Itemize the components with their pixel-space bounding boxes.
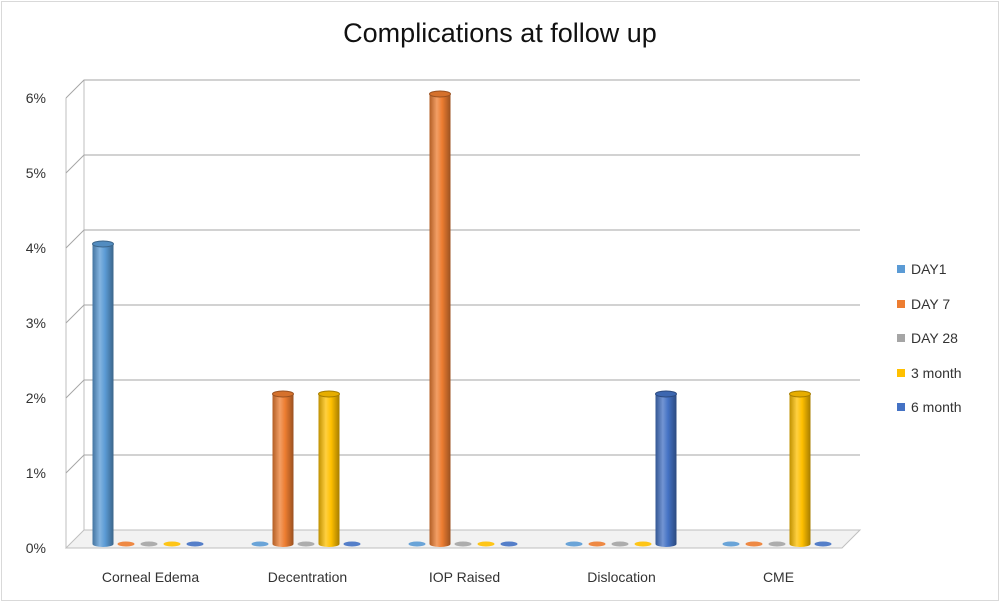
legend-label: DAY 7 <box>911 295 951 312</box>
zero-bar-disc <box>500 541 518 547</box>
legend-swatch <box>897 403 905 412</box>
bar <box>92 244 114 547</box>
y-tick-label: 5% <box>26 165 46 181</box>
bar <box>655 394 677 547</box>
legend-label: 6 month <box>911 399 962 416</box>
bar-top <box>272 390 294 398</box>
bar <box>429 94 451 547</box>
zero-bar-disc <box>611 541 629 547</box>
x-tick-label: Dislocation <box>587 569 655 585</box>
y-tick-label: 0% <box>26 540 46 556</box>
zero-bar-disc <box>768 541 786 547</box>
bar <box>318 394 340 547</box>
chart-title: Complications at follow up <box>343 18 657 48</box>
zero-bar-disc <box>343 541 361 547</box>
zero-bar-disc <box>251 541 269 547</box>
zero-bar-disc <box>745 541 763 547</box>
zero-bar-disc <box>117 541 135 547</box>
x-tick-label: Corneal Edema <box>102 569 199 585</box>
legend-item: DAY 28 <box>897 321 962 356</box>
legend-swatch <box>897 299 905 308</box>
gridline <box>65 304 860 324</box>
zero-bar-disc <box>565 541 583 547</box>
gridline <box>65 229 860 249</box>
zero-bar-disc <box>297 541 315 547</box>
x-tick-label: IOP Raised <box>429 569 500 585</box>
legend-label: DAY 28 <box>911 330 958 347</box>
bar-top <box>789 390 811 398</box>
legend-item: DAY 7 <box>897 287 962 322</box>
gridline <box>65 454 860 474</box>
zero-bar-disc <box>814 541 832 547</box>
zero-bar-disc <box>477 541 495 547</box>
gridline <box>65 154 860 174</box>
zero-bar-disc <box>634 541 652 547</box>
bar <box>789 394 811 547</box>
legend-swatch <box>897 265 905 274</box>
y-tick-label: 1% <box>26 465 46 481</box>
legend-swatch <box>897 334 905 343</box>
legend-item: DAY1 <box>897 252 962 287</box>
gridline <box>65 79 860 99</box>
y-tick-label: 2% <box>26 390 46 406</box>
bar-top <box>655 390 677 398</box>
zero-bar-disc <box>186 541 204 547</box>
legend-label: DAY1 <box>911 261 947 278</box>
bar-top <box>429 90 451 98</box>
y-tick-label: 6% <box>26 90 46 106</box>
legend-item: 3 month <box>897 356 962 391</box>
legend-item: 6 month <box>897 390 962 425</box>
x-tick-label: CME <box>763 569 794 585</box>
legend-swatch <box>897 368 905 377</box>
zero-bar-disc <box>454 541 472 547</box>
gridline <box>65 379 860 399</box>
zero-bar-disc <box>140 541 158 547</box>
bar-top <box>92 240 114 248</box>
x-tick-label: Decentration <box>268 569 347 585</box>
zero-bar-disc <box>588 541 606 547</box>
zero-bar-disc <box>408 541 426 547</box>
bar <box>272 394 294 547</box>
y-tick-label: 3% <box>26 315 46 331</box>
zero-bar-disc <box>163 541 181 547</box>
bar-top <box>318 390 340 398</box>
chart-legend: DAY1 DAY 7 DAY 28 3 month 6 month <box>897 252 962 425</box>
legend-label: 3 month <box>911 364 962 381</box>
zero-bar-disc <box>722 541 740 547</box>
y-tick-label: 4% <box>26 240 46 256</box>
